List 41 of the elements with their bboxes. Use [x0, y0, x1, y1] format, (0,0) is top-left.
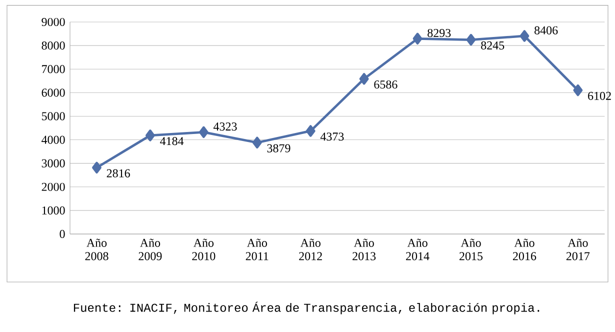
y-tick-label: 5000	[42, 112, 65, 120]
x-tick-label: Año 2014	[406, 238, 430, 260]
data-label: 4184	[160, 137, 184, 146]
point	[92, 162, 102, 174]
point	[520, 30, 530, 42]
data-label: 6586	[374, 80, 398, 89]
point	[306, 125, 316, 137]
point	[412, 32, 422, 45]
x-tick-label: Año 2015	[460, 238, 483, 260]
x-tick-label: Año 2009	[138, 238, 162, 260]
source-note: Fuente: INACIF, Monitoreo Área de Transparencia, elaboración propia.	[74, 302, 540, 314]
data-label: 2816	[106, 169, 130, 178]
point	[359, 72, 369, 85]
x-tick-label: Año 2010	[192, 238, 216, 260]
data-label: 8293	[428, 28, 451, 38]
point	[573, 84, 583, 96]
data-label: 8406	[534, 26, 558, 34]
x-tick-label: Año 2011	[246, 238, 268, 260]
x-tick-label: Año 2017	[566, 238, 590, 260]
point	[466, 34, 476, 46]
y-tick-label: 0	[60, 230, 65, 238]
x-tick-label: Año 2012	[299, 238, 322, 260]
data-label: 6102	[588, 92, 611, 100]
x-tick-label: Año 2008	[85, 238, 108, 260]
data-label: 4323	[214, 122, 237, 131]
y-tick-label: 2000	[42, 182, 65, 191]
x-tick-label: Año 2013	[352, 238, 376, 260]
y-tick-label: 4000	[42, 136, 65, 144]
point	[198, 126, 208, 138]
point	[146, 130, 155, 142]
data-label: 3879	[267, 144, 290, 152]
y-tick-label: 1000	[42, 206, 65, 214]
y-tick-label: 9000	[42, 18, 65, 26]
x-tick-label: Año 2016	[512, 238, 536, 260]
y-tick-label: 7000	[42, 65, 65, 74]
point	[252, 136, 262, 148]
y-tick-label: 6000	[42, 88, 65, 97]
data-label: 4373	[320, 132, 344, 141]
y-tick-label: 3000	[42, 159, 65, 168]
data-label: 8245	[481, 41, 504, 50]
y-tick-label: 8000	[42, 41, 65, 50]
